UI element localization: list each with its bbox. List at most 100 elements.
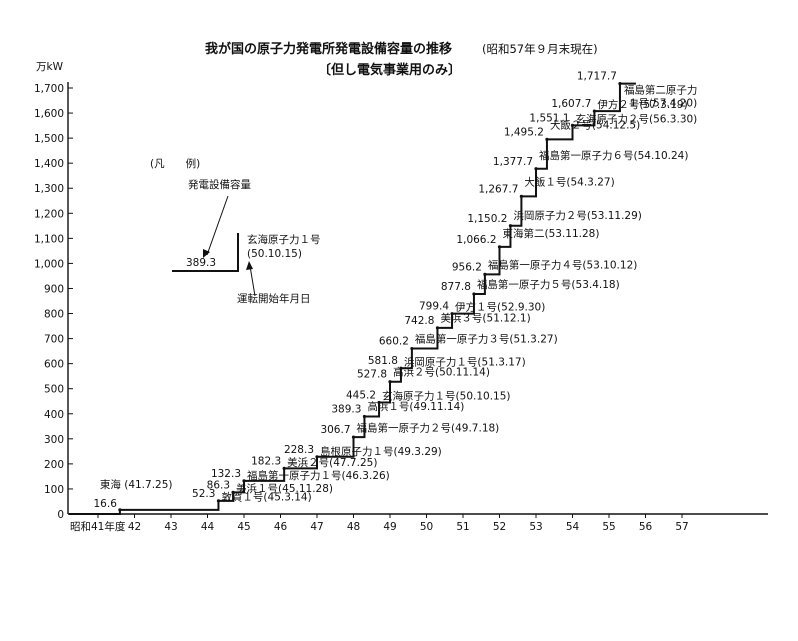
capacity-value-label: 1,495.2 — [504, 126, 544, 138]
capacity-value-label: 182.3 — [251, 455, 281, 467]
y-tick-label: 400 — [44, 409, 64, 421]
legend-example-plant: 玄海原子力１号 — [247, 233, 321, 246]
plant-label: 大飯１号(54.3.27) — [524, 176, 614, 189]
x-tick-label: 54 — [566, 521, 580, 533]
capacity-step-point — [362, 414, 367, 419]
plant-label: 浜岡原子力１号(51.3.17) — [404, 355, 526, 368]
y-axis-label: 万kW — [36, 61, 64, 73]
plant-label: 伊方１号(52.9.30) — [455, 301, 545, 314]
capacity-value-label: 581.8 — [368, 355, 398, 367]
capacity-value-label: 389.3 — [331, 403, 361, 415]
legend-capacity-label: 発電設備容量 — [188, 178, 251, 191]
capacity-step-point — [497, 245, 502, 249]
capacity-step-point — [377, 400, 381, 405]
capacity-value-label: 86.3 — [207, 479, 230, 491]
plant-label: 玄海原子力１号(50.10.15) — [382, 389, 510, 402]
plant-label: 玄海原子力２号(56.3.30) — [576, 112, 698, 125]
capacity-value-label: 228.3 — [284, 444, 314, 456]
y-tick-label: 1,300 — [34, 183, 64, 195]
capacity-step-point — [508, 224, 513, 228]
capacity-step-point — [545, 137, 549, 141]
legend-example-step — [172, 233, 239, 272]
capacity-step-point — [282, 466, 286, 470]
capacity-step-point — [242, 479, 246, 483]
x-tick-label: 43 — [164, 521, 177, 533]
plant-label: 福島第一原子力２号(49.7.18) — [357, 421, 500, 434]
capacity-value-label: 799.4 — [419, 301, 449, 313]
x-tick-label: 42 — [128, 521, 141, 533]
capacity-step-point — [483, 272, 487, 276]
legend-date-arrowhead — [246, 261, 253, 270]
capacity-step-point — [435, 326, 440, 330]
capacity-step-point — [231, 490, 235, 494]
x-tick-label: 44 — [201, 521, 215, 533]
legend-capacity-arrowhead — [203, 249, 210, 258]
x-tick-label: 56 — [639, 521, 653, 533]
capacity-step-point — [351, 435, 356, 439]
capacity-step-point — [216, 499, 221, 503]
y-tick-label: 100 — [44, 484, 64, 496]
plant-label: 美浜１号(45.11.28) — [236, 482, 333, 495]
chart-subtitle: 〔但し電気事業用のみ〕 — [318, 62, 461, 78]
y-tick-label: 1,600 — [34, 108, 64, 120]
plant-label: 島根原子力１号(49.3.29) — [320, 445, 442, 458]
capacity-value-label: 52.3 — [192, 488, 215, 500]
capacity-step-point — [118, 508, 122, 512]
plant-label: 福島第一原子力３号(51.3.27) — [415, 333, 558, 346]
legend-title: (凡 例) — [150, 157, 200, 170]
plant-label: 東海第二(53.11.28) — [503, 227, 600, 240]
capacity-series: 16.6 東海 (41.7.25) 52.3 敦賀１号(45.3.14)86.3 美浜１… — [69, 71, 698, 515]
plant-label: 伊方２号(57.3.19) — [597, 98, 687, 111]
plant-label: 敦賀１号(45.3.14) — [221, 490, 311, 503]
plant-label: 大飯２号(54.12.5) — [550, 119, 640, 132]
y-tick-label: 1,100 — [34, 233, 64, 245]
plant-label: 浜岡原子力２号(53.11.29) — [513, 209, 641, 222]
axes: 0 100 200 300 400 500 600 700 800 900 1,000 1,100 1,… — [34, 82, 768, 533]
plant-label: 福島第一原子力６号(54.10.24) — [539, 149, 688, 162]
x-tick-label: 51 — [456, 521, 469, 533]
y-tick-label: 500 — [44, 384, 64, 396]
y-tick-label: 600 — [44, 359, 64, 371]
capacity-value-label: 445.2 — [346, 389, 376, 401]
capacity-value-label: 132.3 — [211, 468, 241, 480]
capacity-value-label: 1,377.7 — [493, 156, 533, 168]
capacity-value-label: 527.8 — [357, 369, 387, 381]
x-tick-label: 45 — [237, 521, 250, 533]
capacity-value-label: 1,717.7 — [577, 71, 617, 83]
capacity-step-point — [315, 455, 319, 459]
capacity-value-label: 1,607.7 — [551, 98, 591, 110]
capacity-value-label: 956.2 — [452, 261, 482, 273]
capacity-step-point — [618, 81, 622, 86]
capacity-value-label: 877.8 — [441, 281, 471, 293]
legend-date-arrow-line — [249, 265, 256, 297]
y-tick-label: 1,000 — [34, 258, 64, 270]
capacity-step-point — [570, 123, 575, 127]
y-tick-label: 700 — [44, 334, 64, 346]
x-tick-label: 55 — [602, 521, 615, 533]
y-tick-label: 0 — [57, 509, 64, 521]
capacity-step-point — [410, 346, 414, 351]
capacity-value-label: 1,150.2 — [467, 213, 507, 225]
plant-label: 福島第一原子力５号(53.4.18) — [477, 278, 620, 291]
y-tick-label: 1,400 — [34, 158, 64, 170]
x-tick-label: 昭和41年度 — [70, 520, 126, 533]
x-tick-label: 49 — [383, 521, 396, 533]
plant-label: 東海 (41.7.25) — [100, 478, 173, 491]
legend-example-date: (50.10.15) — [247, 248, 302, 260]
capacity-value-label: 1,066.2 — [456, 234, 496, 246]
x-tick-label: 48 — [347, 521, 360, 533]
legend-date-label: 運転開始年月日 — [237, 292, 311, 305]
capacity-step-point — [399, 366, 403, 370]
plant-label: 高浜２号(50.11.14) — [393, 365, 490, 378]
capacity-step-point — [519, 194, 524, 198]
plant-label: 福島第一原子力１号(46.3.26) — [247, 469, 390, 482]
capacity-step-point — [534, 167, 538, 171]
x-tick-label: 47 — [310, 521, 323, 533]
capacity-value-label: 1,551.1 — [529, 112, 569, 124]
plant-label: 美浜２号(47.7.25) — [287, 456, 377, 469]
capacity-step-line — [69, 82, 636, 515]
y-tick-label: 900 — [44, 283, 64, 295]
legend: (凡 例) 発電設備容量 389.3 玄海原子力１号 (50.10.15) 運転開始年月日 — [150, 157, 321, 305]
legend-capacity-arrow-line — [206, 195, 229, 256]
